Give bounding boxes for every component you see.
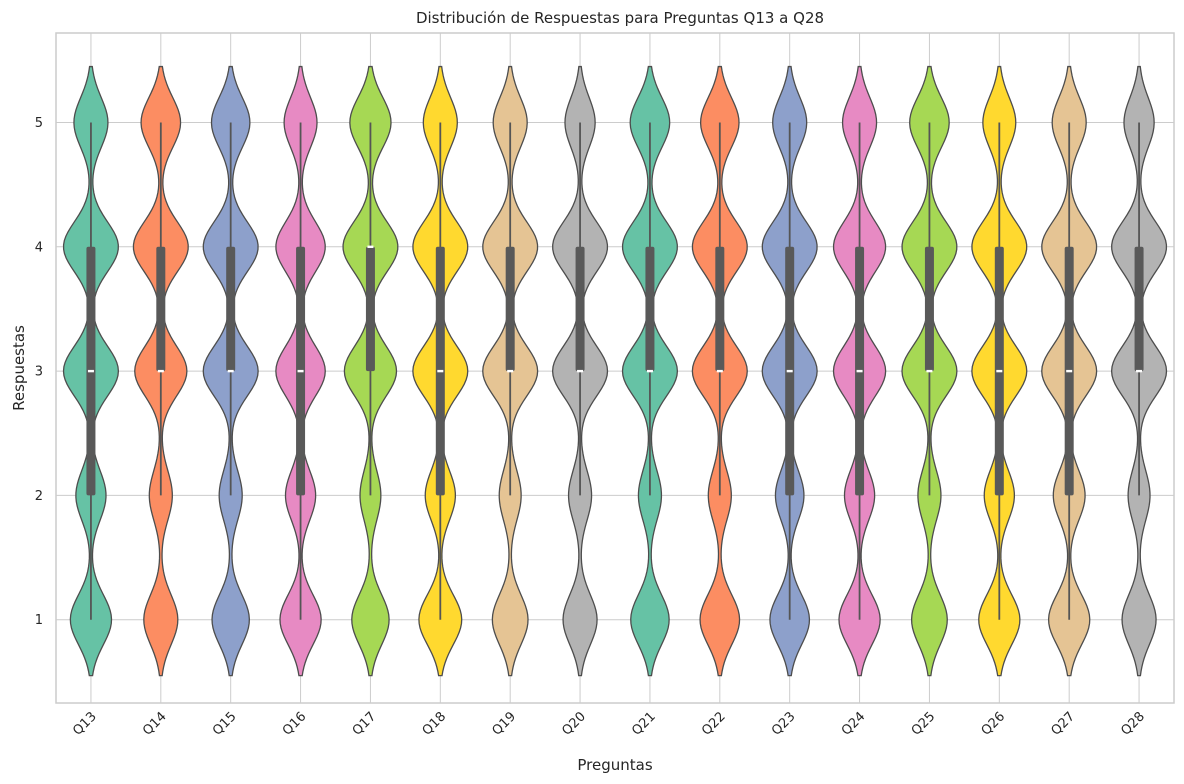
y-tick-label-3: 3 <box>35 365 43 380</box>
x-tick-label-q14: Q14 <box>140 709 170 739</box>
x-tick-label-q17: Q17 <box>350 709 380 739</box>
x-tick-label-q19: Q19 <box>489 709 519 739</box>
x-tick-label-q21: Q21 <box>629 709 659 739</box>
y-tick-label-1: 1 <box>35 613 43 628</box>
median-marker-q24 <box>856 369 863 373</box>
violin-q15 <box>202 65 259 677</box>
violin-q26 <box>971 65 1028 677</box>
iqr-box-q14 <box>156 246 166 372</box>
iqr-box-q28 <box>1134 246 1144 372</box>
y-tick-label-5: 5 <box>35 116 43 131</box>
chart-title: Distribución de Respuestas para Pregunta… <box>416 9 824 27</box>
iqr-box-q21 <box>645 246 655 372</box>
x-tick-label-q18: Q18 <box>420 709 450 739</box>
violin-q23 <box>761 65 818 677</box>
violin-q13 <box>62 65 120 677</box>
violin-q28 <box>1110 65 1168 677</box>
violin-layer <box>62 65 1168 677</box>
x-tick-label-q24: Q24 <box>839 709 869 739</box>
y-tick-label-2: 2 <box>35 489 43 504</box>
violin-q20 <box>551 65 609 677</box>
violin-q22 <box>691 65 748 677</box>
violin-q18 <box>412 65 469 677</box>
median-marker-q27 <box>1066 369 1073 373</box>
median-marker-q23 <box>786 369 793 373</box>
y-tick-labels: 1 2 3 4 5 <box>35 116 43 628</box>
median-marker-q13 <box>87 369 94 373</box>
median-marker-q18 <box>437 369 444 373</box>
y-tick-label-4: 4 <box>35 240 43 255</box>
x-tick-label-q23: Q23 <box>769 709 799 739</box>
violin-q17 <box>342 65 399 677</box>
violin-q24 <box>832 65 887 677</box>
x-tick-label-q16: Q16 <box>280 709 310 739</box>
violin-q21 <box>621 65 679 677</box>
violin-q19 <box>482 65 539 677</box>
violin-q16 <box>275 65 326 677</box>
median-marker-q20 <box>577 369 584 373</box>
iqr-box-q15 <box>226 246 236 372</box>
x-axis-label: Preguntas <box>577 756 652 774</box>
x-tick-label-q22: Q22 <box>699 709 729 739</box>
violin-q25 <box>901 65 958 677</box>
median-marker-q22 <box>716 369 723 373</box>
iqr-box-q25 <box>924 246 934 372</box>
median-marker-q16 <box>297 369 304 373</box>
median-marker-q26 <box>996 369 1003 373</box>
x-tick-label-q26: Q26 <box>979 709 1009 739</box>
violin-q14 <box>132 65 189 677</box>
y-axis-label: Respuestas <box>10 325 28 411</box>
iqr-box-q20 <box>575 246 585 372</box>
median-marker-q28 <box>1136 369 1143 373</box>
x-tick-label-q13: Q13 <box>70 709 100 739</box>
iqr-box-q17 <box>365 246 375 372</box>
x-tick-label-q15: Q15 <box>210 709 240 739</box>
iqr-box-q19 <box>505 246 515 372</box>
median-marker-q19 <box>507 369 514 373</box>
x-tick-label-q20: Q20 <box>559 709 589 739</box>
x-tick-label-q28: Q28 <box>1118 709 1148 739</box>
median-marker-q17 <box>367 245 374 249</box>
iqr-box-q22 <box>715 246 725 372</box>
median-marker-q25 <box>926 369 933 373</box>
x-tick-label-q27: Q27 <box>1048 709 1078 739</box>
x-tick-label-q25: Q25 <box>909 709 939 739</box>
median-marker-q21 <box>646 369 653 373</box>
x-tick-labels: Q13 Q14 Q15 Q16 Q17 Q18 Q19 Q20 Q21 Q22 Q23 Q24 Q25 Q… <box>70 709 1148 739</box>
median-marker-q14 <box>157 369 164 373</box>
violin-q27 <box>1041 65 1098 677</box>
median-marker-q15 <box>227 369 234 373</box>
plot-frame <box>55 32 1175 704</box>
